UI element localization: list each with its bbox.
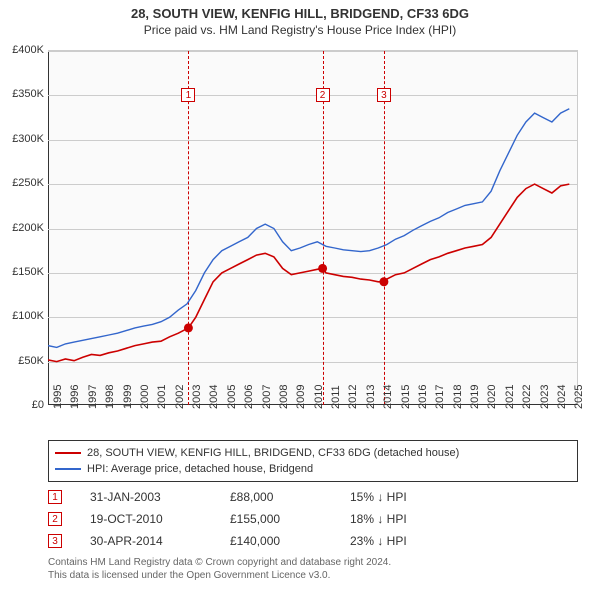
x-tick-label: 2001: [156, 385, 168, 409]
x-tick-label: 2009: [295, 385, 307, 409]
y-tick-label: £350K: [0, 88, 44, 100]
chart-svg: [48, 51, 578, 406]
y-tick-label: £0: [0, 399, 44, 411]
legend-row: HPI: Average price, detached house, Brid…: [55, 461, 571, 477]
sales-price: £155,000: [230, 512, 350, 526]
x-tick-label: 1997: [87, 385, 99, 409]
sales-date: 19-OCT-2010: [90, 512, 230, 526]
x-tick-label: 2010: [313, 385, 325, 409]
x-tick-label: 2003: [191, 385, 203, 409]
x-tick-label: 2000: [139, 385, 151, 409]
sales-price: £88,000: [230, 490, 350, 504]
sales-delta: 18% ↓ HPI: [350, 512, 490, 526]
x-tick-label: 2016: [417, 385, 429, 409]
chart-plot-area: 123: [48, 50, 578, 405]
footer-line2: This data is licensed under the Open Gov…: [48, 569, 578, 582]
x-tick-label: 1998: [104, 385, 116, 409]
x-tick-label: 2007: [261, 385, 273, 409]
title-subtitle: Price paid vs. HM Land Registry's House …: [0, 23, 600, 37]
sales-date: 30-APR-2014: [90, 534, 230, 548]
sale-marker-dot: [318, 264, 327, 273]
x-tick-label: 2023: [539, 385, 551, 409]
sales-delta: 15% ↓ HPI: [350, 490, 490, 504]
legend-label: 28, SOUTH VIEW, KENFIG HILL, BRIDGEND, C…: [87, 445, 459, 461]
x-tick-label: 1995: [52, 385, 64, 409]
series-line: [48, 184, 569, 362]
sales-row: 3 30-APR-2014£140,00023% ↓ HPI: [48, 530, 578, 552]
y-tick-label: £100K: [0, 310, 44, 322]
x-tick-label: 2012: [347, 385, 359, 409]
x-tick-label: 2011: [330, 385, 342, 409]
x-tick-label: 2021: [504, 385, 516, 409]
x-tick-label: 2024: [556, 385, 568, 409]
x-tick-label: 2006: [243, 385, 255, 409]
sales-price: £140,000: [230, 534, 350, 548]
sale-marker-dot: [184, 323, 193, 332]
sales-date: 31-JAN-2003: [90, 490, 230, 504]
x-tick-label: 2014: [382, 385, 394, 409]
y-tick-label: £400K: [0, 44, 44, 56]
y-tick-label: £300K: [0, 133, 44, 145]
x-tick-label: 2025: [573, 385, 585, 409]
x-tick-label: 2017: [434, 385, 446, 409]
footer: Contains HM Land Registry data © Crown c…: [48, 556, 578, 582]
sales-idx-box: 1: [48, 490, 62, 504]
y-tick-label: £250K: [0, 177, 44, 189]
sales-delta: 23% ↓ HPI: [350, 534, 490, 548]
sales-row: 2 19-OCT-2010£155,00018% ↓ HPI: [48, 508, 578, 530]
legend-row: 28, SOUTH VIEW, KENFIG HILL, BRIDGEND, C…: [55, 445, 571, 461]
x-tick-label: 2015: [400, 385, 412, 409]
x-tick-label: 2019: [469, 385, 481, 409]
sales-idx-box: 3: [48, 534, 62, 548]
x-tick-label: 2008: [278, 385, 290, 409]
y-tick-label: £200K: [0, 222, 44, 234]
sales-idx-box: 2: [48, 512, 62, 526]
x-tick-label: 2018: [452, 385, 464, 409]
x-tick-label: 2002: [174, 385, 186, 409]
y-tick-label: £150K: [0, 266, 44, 278]
title-address: 28, SOUTH VIEW, KENFIG HILL, BRIDGEND, C…: [0, 6, 600, 21]
series-line: [48, 109, 569, 348]
sale-marker-dot: [379, 277, 388, 286]
sales-row: 1 31-JAN-2003£88,00015% ↓ HPI: [48, 486, 578, 508]
legend-swatch: [55, 468, 81, 470]
x-tick-label: 2022: [521, 385, 533, 409]
y-tick-label: £50K: [0, 355, 44, 367]
title-block: 28, SOUTH VIEW, KENFIG HILL, BRIDGEND, C…: [0, 0, 600, 39]
x-tick-label: 1996: [69, 385, 81, 409]
x-tick-label: 1999: [122, 385, 134, 409]
chart-container: 28, SOUTH VIEW, KENFIG HILL, BRIDGEND, C…: [0, 0, 600, 590]
legend-label: HPI: Average price, detached house, Brid…: [87, 461, 313, 477]
x-tick-label: 2005: [226, 385, 238, 409]
x-tick-label: 2013: [365, 385, 377, 409]
x-tick-label: 2004: [208, 385, 220, 409]
legend: 28, SOUTH VIEW, KENFIG HILL, BRIDGEND, C…: [48, 440, 578, 482]
sales-table: 1 31-JAN-2003£88,00015% ↓ HPI 2 19-OCT-2010…: [48, 486, 578, 552]
legend-swatch: [55, 452, 81, 454]
x-tick-label: 2020: [486, 385, 498, 409]
footer-line1: Contains HM Land Registry data © Crown c…: [48, 556, 578, 569]
